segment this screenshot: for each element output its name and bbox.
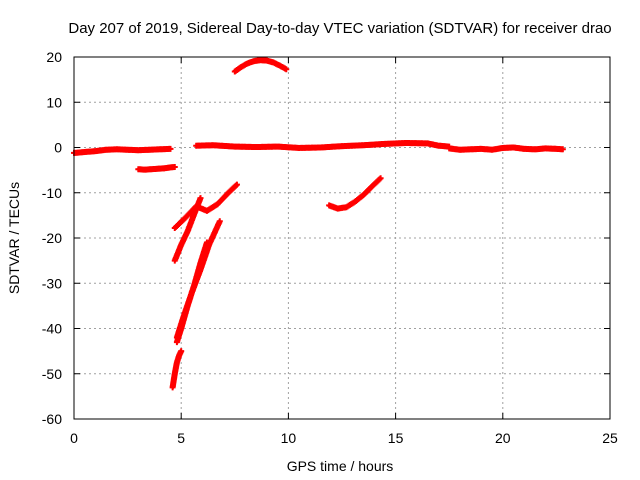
y-axis-label: SDTVAR / TECUs: [6, 182, 22, 294]
data-point: [233, 181, 240, 188]
x-tick-label: 20: [495, 430, 511, 446]
data-point: [559, 146, 566, 153]
data-point: [203, 239, 210, 246]
axes: 0 5 10 15 20 25 -60 -50 -40 -30 -20 -10 0 10 20: [42, 49, 618, 446]
chart-title: Day 207 of 2019, Sidereal Day-to-day VTE…: [68, 20, 611, 37]
series-arc-7: [171, 195, 204, 264]
y-tick-label: -20: [42, 230, 62, 246]
y-tick-label: 0: [54, 140, 62, 156]
data-point: [377, 175, 384, 182]
x-tick-label: 0: [70, 430, 78, 446]
series-arc-2: [135, 163, 178, 173]
data-point: [197, 195, 204, 202]
series-arc-1: [71, 145, 174, 156]
grid: [74, 57, 610, 419]
series-arc-6: [171, 181, 240, 232]
y-tick-label: -50: [42, 366, 62, 382]
y-tick-label: -30: [42, 275, 62, 291]
x-tick-label: 10: [281, 430, 297, 446]
series-arc-3: [193, 139, 453, 151]
series-arc-11: [326, 175, 384, 212]
data-point: [283, 66, 290, 73]
series-arc-4: [446, 144, 566, 153]
data-point: [167, 145, 174, 152]
series-arc-5: [231, 57, 290, 75]
x-tick-label: 5: [177, 430, 185, 446]
x-tick-label: 25: [602, 430, 618, 446]
x-tick-label: 15: [388, 430, 404, 446]
y-tick-label: -10: [42, 185, 62, 201]
data-point: [171, 163, 178, 170]
series-arc-10: [169, 348, 185, 391]
y-tick-label: -40: [42, 321, 62, 337]
data-point: [216, 218, 223, 225]
data-point: [178, 348, 185, 355]
data-markers: [71, 57, 566, 391]
y-tick-label: -60: [42, 411, 62, 427]
series-arc-9: [173, 239, 210, 346]
y-tick-label: 10: [46, 94, 62, 110]
x-axis-label: GPS time / hours: [287, 458, 394, 474]
y-tick-label: 20: [46, 49, 62, 65]
